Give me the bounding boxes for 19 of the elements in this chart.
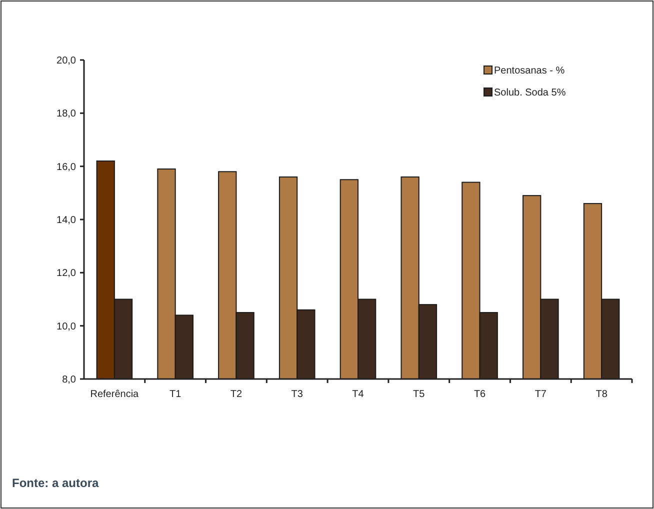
y-tick-label: 18,0 [56,108,76,120]
y-tick-label: 10,0 [56,321,76,332]
x-tick-label: T1 [169,389,182,400]
x-tick-label: T7 [534,389,547,400]
x-tick-label: T3 [291,389,304,400]
y-tick-label: 20,0 [56,56,76,66]
x-tick-label: Referência [90,389,140,400]
x-tick-label: T2 [230,389,242,400]
x-tick-label: T8 [596,389,608,400]
x-tick-label: T6 [474,389,486,400]
legend-label: Solub. Soda 5% [494,88,566,98]
y-tick-label: 16,0 [56,162,76,173]
y-tick-label: 12,0 [56,268,76,280]
x-tick-label: T5 [413,389,426,400]
x-tick-label: T4 [352,389,364,400]
source-note: Fonte: a autora [12,476,99,490]
legend-label: Pentosanas - % [494,66,565,76]
y-tick-label: 14,0 [56,215,76,226]
y-tick-label: 8,0 [62,374,76,386]
